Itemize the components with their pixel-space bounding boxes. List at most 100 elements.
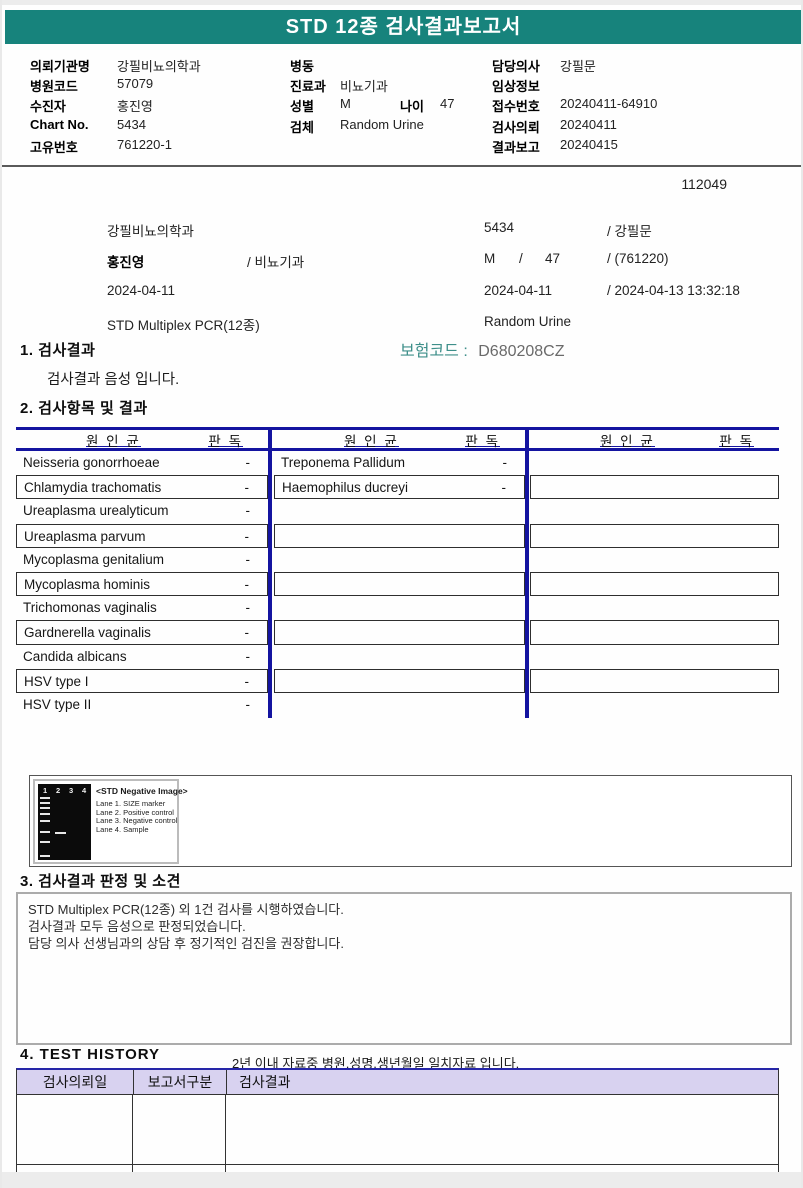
field-value: Random Urine: [340, 117, 424, 132]
table-row: HSV type I-: [16, 668, 268, 693]
field-label: 나이: [400, 99, 424, 114]
history-column-line: [225, 1095, 226, 1172]
lane-number: 4: [82, 786, 87, 795]
insurance-code-line: 보험코드 : D680208CZ: [400, 337, 565, 361]
summary-patient: 홍진영: [107, 255, 145, 270]
insurance-label: 보험코드 :: [400, 343, 468, 360]
summary-chart-no: 5434: [484, 220, 515, 235]
field-label: 의뢰기관명: [30, 59, 90, 74]
table-row: [530, 451, 779, 475]
table-row: [530, 645, 779, 669]
field-value: 강필비뇨의학과: [117, 59, 201, 74]
section1-heading: 1. 검사결과: [20, 342, 96, 359]
gel-band: [40, 807, 50, 809]
field-value: 비뇨기과: [340, 79, 388, 94]
summary-request-date: 2024-04-11: [107, 283, 176, 298]
table-row: [530, 571, 779, 597]
table-row: [530, 548, 779, 572]
table-row: Candida albicans -: [23, 648, 250, 664]
summary-report-datetime: / 2024-04-13 13:32:18: [607, 283, 740, 298]
field-label: 병동: [290, 59, 314, 74]
gel-band: [40, 855, 50, 857]
table-column-header: 원 인 균 판 독: [16, 430, 268, 449]
table-row: [530, 693, 779, 717]
gel-legend-line: Lane 2. Positive control: [96, 807, 174, 817]
summary-birth: / (761220): [607, 251, 669, 266]
gel-legend: Lane 1. SIZE marker Lane 2. Positive con…: [96, 799, 177, 834]
history-col-report-type: 보고서구분: [133, 1070, 226, 1094]
table-row: Treponema Pallidum -: [281, 455, 507, 470]
report-title-bar: STD 12종 검사결과보고서: [5, 10, 801, 44]
organism-header: 원 인 균: [86, 430, 141, 449]
history-note: 2년 이내 자료중 병원,성명,생년월일 일치자료 입니다.: [232, 1056, 520, 1071]
history-table-body: [16, 1095, 779, 1172]
table-row: Gardnerella vaginalis -: [16, 620, 268, 645]
gel-band: [40, 813, 50, 815]
result-header: 판 독: [465, 430, 500, 449]
organism-column-3: [530, 451, 779, 717]
summary-sex: M: [484, 251, 496, 266]
organism-header: 원 인 균: [600, 430, 655, 449]
insurance-code: D680208CZ: [478, 343, 565, 360]
table-row: Haemophilus ducreyi -: [274, 475, 525, 500]
table-row: Mycoplasma hominis -: [16, 571, 268, 597]
field-value: 57079: [117, 76, 154, 91]
gel-band: [40, 802, 50, 804]
table-top-rule: [16, 427, 779, 430]
table-row: [530, 523, 779, 548]
header-divider: [2, 165, 801, 167]
summary-slash: /: [519, 251, 523, 266]
field-value: 761220-1: [117, 137, 172, 152]
table-row: [274, 523, 525, 548]
page-title: STD 12종 검사결과보고서: [285, 16, 522, 38]
summary-clinic: 강필비뇨의학과: [107, 224, 194, 239]
table-header-rule: [16, 448, 779, 451]
history-table-bottom-rule: [16, 1164, 779, 1165]
field-label: 임상정보: [492, 79, 540, 94]
table-row: Mycoplasma genitalium -: [23, 551, 250, 567]
table-row: [530, 620, 779, 645]
table-row: [274, 693, 525, 717]
gel-legend-line: Lane 4. Sample: [96, 824, 149, 834]
gel-band: [55, 832, 66, 834]
table-row: [530, 475, 779, 500]
column-divider: [525, 427, 529, 718]
table-row: [274, 571, 525, 597]
history-table-header: 검사의뢰일 보고서구분 검사결과: [16, 1068, 779, 1095]
summary-age: 47: [545, 251, 561, 266]
table-row: [274, 668, 525, 693]
result-header: 판 독: [208, 430, 243, 449]
lane-number: 3: [69, 786, 74, 795]
bottom-page-strip: [2, 1172, 801, 1188]
table-row: Ureaplasma parvum -: [16, 523, 268, 548]
table-row: Chlamydia trachomatis -: [16, 475, 268, 500]
gel-image: 1 2 3 4: [38, 784, 91, 860]
opinion-line: 검사결과 모두 음성으로 판정되었습니다.: [28, 919, 246, 934]
field-value: M: [340, 96, 351, 111]
table-row: [274, 620, 525, 645]
field-value: 47: [440, 96, 455, 111]
field-value: 20240415: [560, 137, 618, 152]
table-column-header: 원 인 균 판 독: [530, 430, 779, 449]
lane-number: 1: [43, 786, 48, 795]
field-label: 담당의사: [492, 59, 540, 74]
summary-specimen: Random Urine: [484, 314, 572, 329]
field-label: 접수번호: [492, 99, 540, 114]
lane-number: 2: [56, 786, 61, 795]
history-column-line: [132, 1095, 133, 1172]
gel-band: [40, 831, 50, 833]
field-label: 성별: [290, 99, 314, 114]
field-value: 20240411-64910: [560, 96, 658, 111]
gel-band: [40, 841, 50, 843]
organism-column-1: Neisseria gonorrhoeae - Chlamydia trachom…: [16, 451, 268, 717]
field-label: 검체: [290, 120, 314, 135]
column-divider: [268, 427, 272, 718]
section3-heading: 3. 검사결과 판정 및 소견: [20, 873, 181, 890]
field-label: 고유번호: [30, 140, 78, 155]
section4-heading: 4. TEST HISTORY: [20, 1046, 161, 1063]
field-label: 진료과: [290, 79, 326, 94]
table-column-header: 원 인 균 판 독: [274, 430, 525, 449]
summary-collect-date: 2024-04-11: [484, 283, 553, 298]
table-row: [274, 596, 525, 620]
